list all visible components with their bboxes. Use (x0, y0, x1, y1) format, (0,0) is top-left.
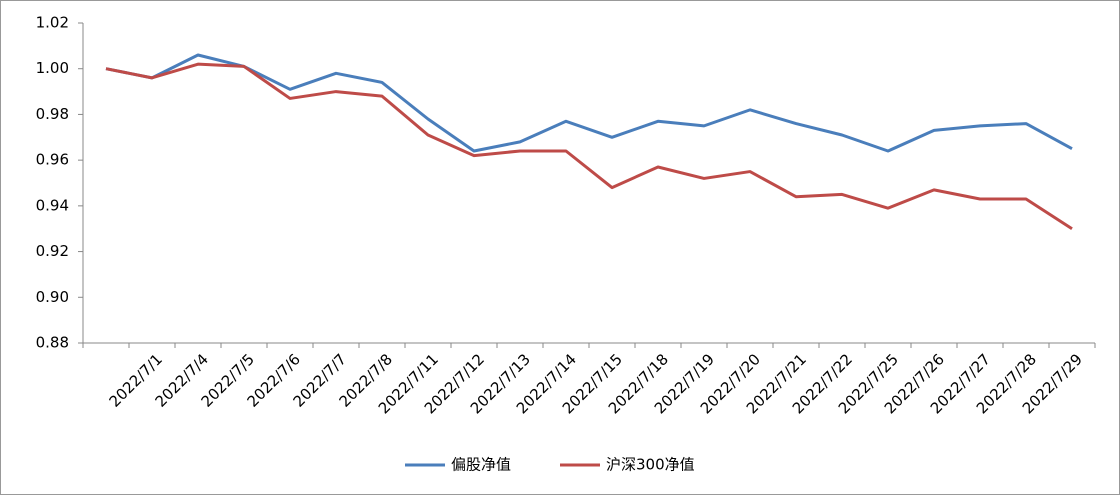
y-tick-label: 0.96 (36, 151, 69, 169)
y-tick-label: 0.90 (36, 288, 69, 306)
series-line (105, 62, 1073, 230)
legend-label: 偏股净值 (451, 456, 511, 474)
legend-label: 沪深300净值 (606, 456, 695, 474)
y-tick-label: 0.98 (36, 105, 69, 123)
y-tick-label: 0.88 (36, 334, 69, 352)
y-tick-label: 1.00 (36, 59, 69, 77)
y-tick-label: 0.94 (36, 196, 69, 214)
y-tick-label: 1.02 (36, 14, 69, 32)
series-line (105, 53, 1073, 153)
y-tick-label: 0.92 (36, 242, 69, 260)
